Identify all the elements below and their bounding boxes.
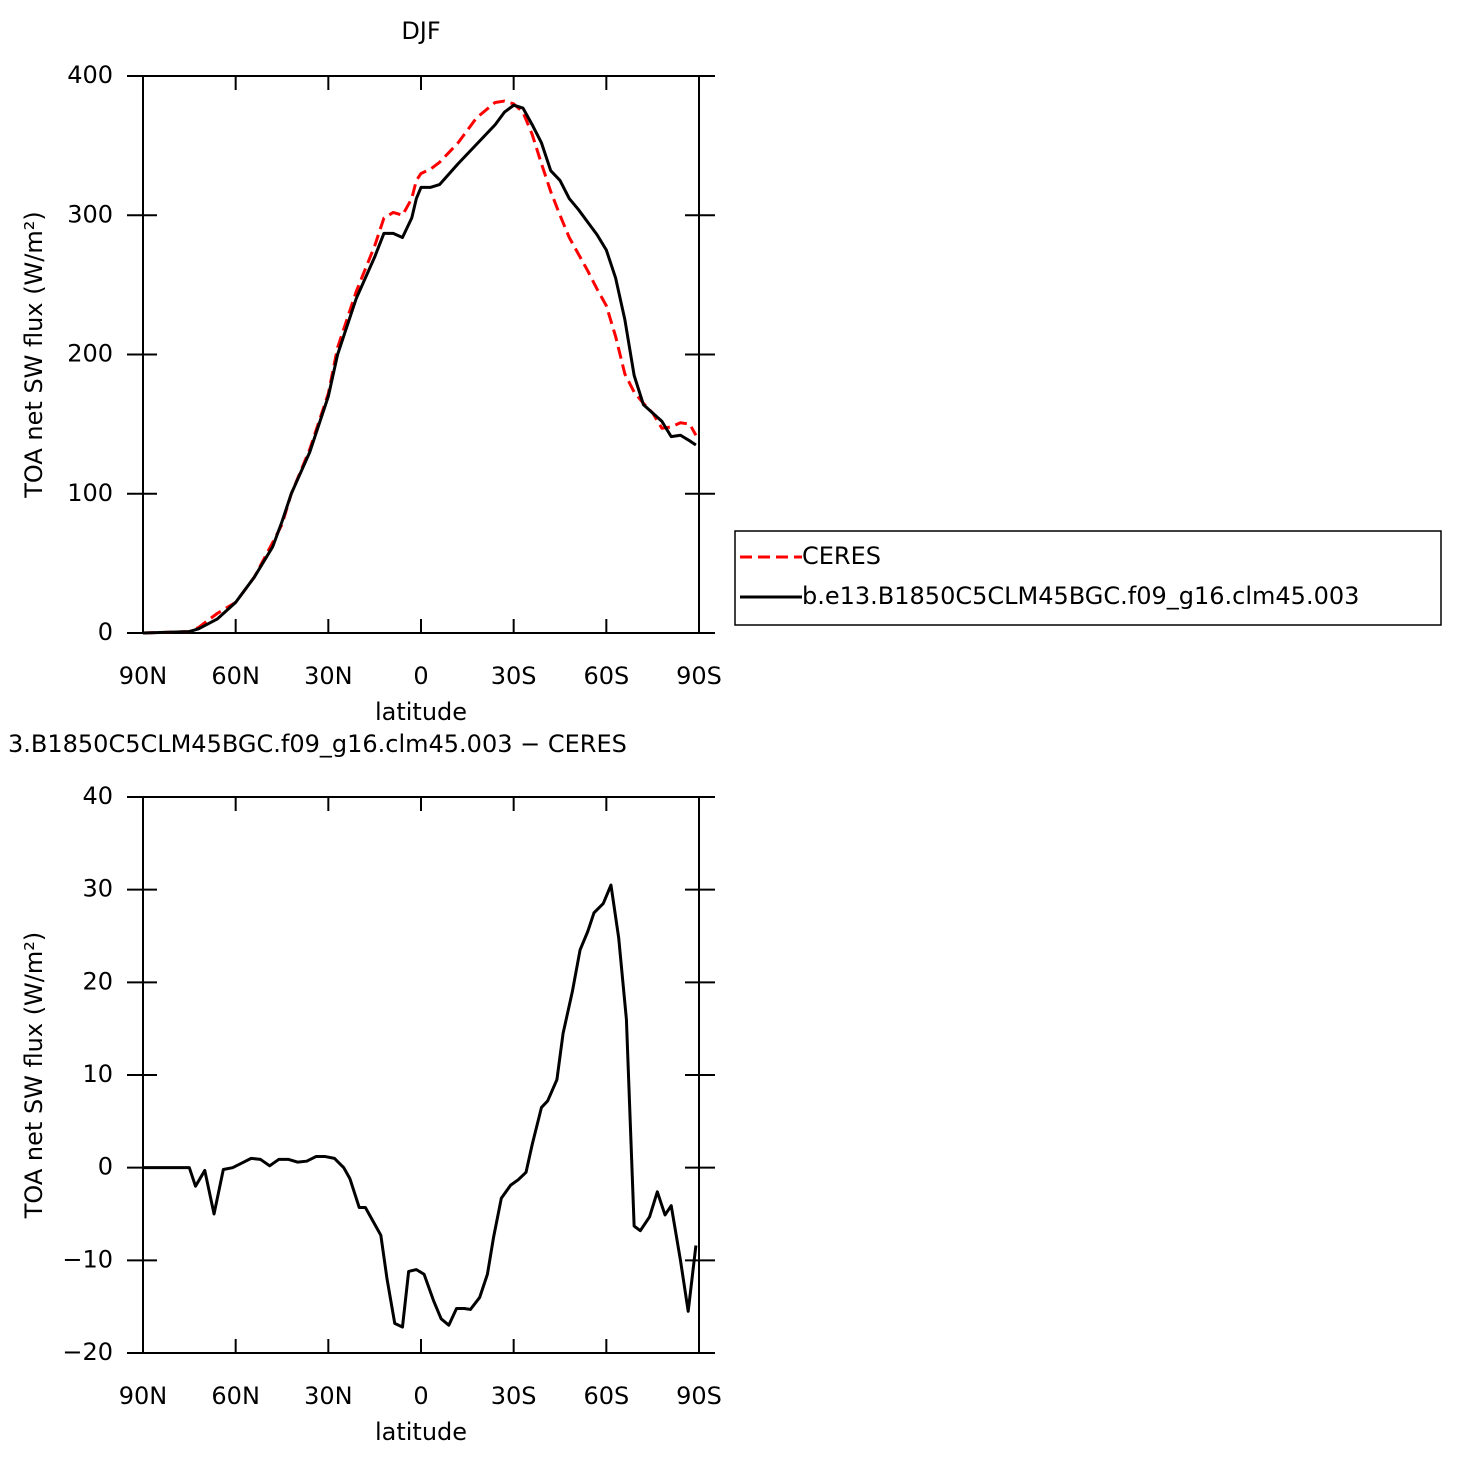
y-tick-label: 100 [67,479,113,507]
y-axis-label: TOA net SW flux (W/m²) [20,211,48,499]
x-tick-label: 30S [491,1382,537,1410]
plot-frame [142,75,700,634]
legend-label: CERES [802,542,881,570]
x-tick-label: 90S [676,1382,722,1410]
y-tick-label: 0 [98,1153,113,1181]
y-tick-label: −10 [62,1245,113,1273]
y-tick-label: 30 [82,875,113,903]
x-tick-label: 0 [413,662,428,690]
x-tick-label: 30N [304,662,353,690]
y-tick-label: 400 [67,61,113,89]
x-tick-label: 60N [211,662,260,690]
x-tick-label: 60S [583,1382,629,1410]
x-axis-label: latitude [375,1418,467,1446]
x-tick-label: 30S [491,662,537,690]
x-tick-label: 90N [119,1382,168,1410]
chart-title: 3.B1850C5CLM45BGC.f09_g16.clm45.003 − CE… [8,730,627,758]
legend-label: b.e13.B1850C5CLM45BGC.f09_g16.clm45.003 [802,582,1359,610]
y-tick-label: 40 [82,782,113,810]
data-line [142,103,697,635]
chart-title: DJF [401,17,440,45]
x-tick-label: 90S [676,662,722,690]
x-tick-label: 0 [413,1382,428,1410]
y-tick-label: 0 [98,618,113,646]
x-tick-label: 60S [583,662,629,690]
y-tick-label: 20 [82,967,113,995]
x-tick-label: 60N [211,1382,260,1410]
x-tick-label: 30N [304,1382,353,1410]
data-line [142,99,698,635]
data-line [143,883,698,1329]
x-axis-label: latitude [375,698,467,726]
x-tick-label: 90N [119,662,168,690]
y-tick-label: 10 [82,1060,113,1088]
legend-box [734,530,1442,626]
y-tick-label: 300 [67,200,113,228]
y-tick-label: −20 [62,1338,113,1366]
y-axis-label: TOA net SW flux (W/m²) [20,932,48,1220]
y-tick-label: 200 [67,340,113,368]
plot-frame [142,796,700,1354]
